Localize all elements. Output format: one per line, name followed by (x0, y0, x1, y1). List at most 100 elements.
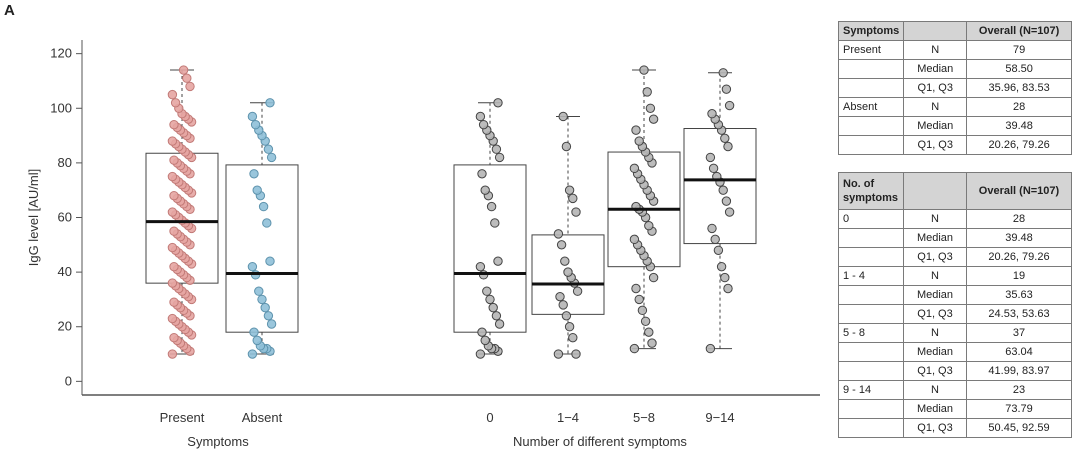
x-tick-label: 1−4 (557, 410, 579, 425)
table-cell: Q1, Q3 (903, 304, 967, 324)
data-point (169, 332, 179, 343)
data-point (252, 185, 262, 195)
table-cell: 41.99, 83.97 (966, 361, 1072, 381)
data-point (494, 152, 505, 163)
table-cell: 58.50 (966, 59, 1072, 79)
data-point (250, 119, 261, 130)
table-cell (838, 399, 904, 419)
data-point (558, 111, 568, 122)
data-point (564, 185, 575, 195)
table-cell: Q1, Q3 (903, 361, 967, 381)
data-point (561, 141, 572, 152)
data-point (723, 141, 733, 152)
table-cell: 63.04 (966, 342, 1072, 362)
data-point (708, 163, 719, 174)
table-header-cell: No. of symptoms (838, 172, 904, 210)
table-cell: N (903, 380, 967, 400)
y-tick-label: 40 (58, 264, 72, 279)
data-point (480, 185, 490, 195)
data-point (710, 234, 720, 245)
table-cell: 5 - 8 (838, 323, 904, 343)
data-point (170, 98, 181, 108)
data-point (644, 327, 654, 337)
table-cell (838, 285, 904, 305)
table-cell: Median (903, 399, 967, 419)
table-cell: Median (903, 59, 968, 79)
table-header-cell: Overall (N=107) (966, 172, 1072, 210)
table-cell: Median (903, 285, 967, 305)
data-point (558, 300, 568, 310)
data-point (723, 283, 733, 294)
data-point (631, 283, 641, 294)
x-tick-label: 9−14 (705, 410, 734, 425)
table-row: Median 63.04 (838, 342, 1072, 362)
table-row: Median 73.79 (838, 399, 1072, 419)
data-point (475, 349, 486, 359)
symptoms-summary-table: Symptoms Overall (N=107) Present N 79 Median 5… (837, 21, 1072, 155)
table-cell: Present (837, 40, 905, 60)
table-cell: N (903, 40, 968, 60)
table-cell: 28 (966, 97, 1072, 117)
data-point (568, 332, 578, 343)
data-point (555, 291, 565, 302)
data-point (707, 109, 717, 119)
x-tick-label: Absent (242, 410, 283, 425)
data-point (167, 207, 178, 217)
data-point (647, 338, 657, 348)
table-cell (838, 247, 904, 267)
x-axis-title: Symptoms (187, 434, 249, 449)
y-axis-title: IgG level [AU/ml] (26, 169, 41, 267)
data-point (491, 144, 502, 154)
data-point (705, 343, 716, 354)
table-cell: 35.96, 83.53 (966, 78, 1072, 98)
table-cell: 28 (966, 209, 1072, 229)
table-cell: 79 (966, 40, 1072, 60)
table-cell (838, 228, 904, 248)
table-cell (838, 342, 904, 362)
table-cell: 20.26, 79.26 (966, 247, 1072, 267)
data-point (266, 152, 277, 163)
data-point (564, 322, 575, 332)
table-cell: Median (903, 116, 968, 136)
table-row: Median 39.48 (838, 228, 1072, 248)
data-point (167, 242, 178, 253)
data-point (247, 349, 258, 359)
data-point (639, 65, 649, 75)
data-point (571, 349, 581, 359)
table-cell: 39.48 (966, 228, 1072, 248)
table-header-row: No. of symptoms Overall (N=107) (838, 172, 1072, 210)
table-row: 0 N 28 (838, 209, 1072, 229)
table-cell: Q1, Q3 (903, 247, 967, 267)
table-row: 9 - 14 N 23 (838, 380, 1072, 400)
data-point (480, 335, 490, 346)
table-header-cell: Overall (N=107) (966, 21, 1072, 41)
data-point (249, 327, 259, 337)
panel-label: A (4, 2, 15, 19)
data-point (629, 343, 640, 354)
y-tick-label: 20 (58, 319, 72, 334)
table-cell (837, 59, 905, 79)
data-point (169, 190, 179, 201)
table-cell: 50.45, 92.59 (966, 418, 1072, 438)
data-point (262, 218, 272, 228)
data-point (553, 229, 564, 239)
data-point (705, 152, 716, 163)
data-point (553, 349, 564, 359)
data-point (572, 286, 583, 296)
data-point (178, 65, 189, 75)
table-header-cell (903, 21, 968, 41)
data-point (258, 201, 269, 212)
data-point (263, 311, 274, 321)
data-point (488, 302, 498, 313)
table-cell (837, 135, 905, 155)
table-cell: 20.26, 79.26 (966, 135, 1072, 155)
data-point (475, 261, 486, 272)
table-row: Median 58.50 (837, 59, 1072, 79)
data-point (247, 111, 258, 122)
data-point (642, 87, 652, 97)
table-cell: Q1, Q3 (903, 418, 967, 438)
data-point (556, 240, 567, 250)
data-point (718, 68, 728, 78)
table-row: Q1, Q3 35.96, 83.53 (837, 78, 1072, 98)
data-point (169, 155, 179, 165)
